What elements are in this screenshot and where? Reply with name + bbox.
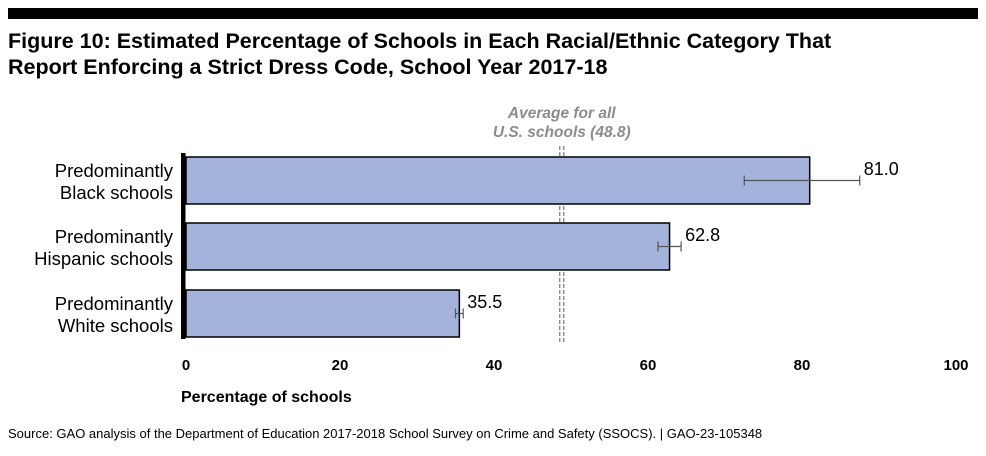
- source-note: Source: GAO analysis of the Department o…: [8, 426, 763, 441]
- average-label-line-1: Average for all: [507, 105, 616, 122]
- x-tick-label: 0: [182, 357, 190, 374]
- bar-chart: Average for all U.S. schools (48.8) 81.0…: [34, 105, 969, 406]
- bar-value-label: 81.0: [864, 159, 899, 179]
- bar-value-label: 35.5: [467, 292, 502, 312]
- x-tick-label: 40: [486, 357, 503, 374]
- category-label: Predominantly: [55, 293, 174, 314]
- error-bar: [743, 175, 861, 186]
- figure-title-line-1: Figure 10: Estimated Percentage of Schoo…: [8, 29, 832, 53]
- category-label: White schools: [58, 315, 173, 336]
- average-reference: Average for all U.S. schools (48.8): [493, 105, 631, 344]
- x-tick-label: 20: [332, 357, 349, 374]
- figure-title-line-2: Report Enforcing a Strict Dress Code, Sc…: [8, 55, 608, 79]
- error-bar: [454, 308, 464, 319]
- x-tick-label: 80: [794, 357, 811, 374]
- y-axis-line: [181, 153, 186, 339]
- x-tick-label: 60: [640, 357, 657, 374]
- bar: [185, 156, 811, 205]
- error-bar: [657, 241, 682, 252]
- bar-value-label: 62.8: [685, 225, 720, 245]
- figure-title: Figure 10: Estimated Percentage of Schoo…: [8, 28, 978, 80]
- bar: [185, 289, 461, 338]
- category-label: Predominantly: [55, 160, 174, 181]
- bars: 81.0 62.8 35.5: [185, 156, 899, 338]
- category-label: Hispanic schools: [34, 248, 173, 269]
- x-axis-label: Percentage of schools: [181, 389, 352, 406]
- bar: [185, 222, 671, 271]
- x-tick-labels: 0 20 40 60 80 100: [182, 357, 969, 374]
- category-label: Black schools: [60, 182, 173, 203]
- average-label-line-2: U.S. schools (48.8): [493, 124, 631, 141]
- top-rule: [8, 8, 978, 19]
- x-tick-label: 100: [943, 357, 968, 374]
- category-label: Predominantly: [55, 226, 174, 247]
